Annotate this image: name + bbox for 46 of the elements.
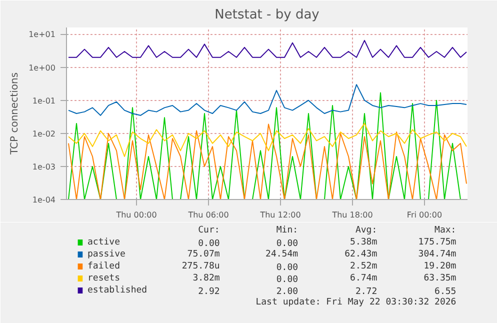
text: Max: [434, 226, 456, 236]
text: 2.52m [350, 262, 378, 272]
y-tick-label: 1e-01 [32, 96, 56, 106]
text: 6.55 [434, 287, 456, 297]
text: 175.75m [418, 238, 456, 248]
y-tick-label: 1e-03 [32, 162, 56, 172]
text: 3.82m [192, 274, 220, 284]
y-tick-label: 1e-04 [32, 196, 56, 204]
text: 304.74m [418, 250, 456, 260]
legend-label: active [87, 238, 120, 248]
line-series [68, 40, 467, 58]
x-tick-label: Thu 00:00 [115, 210, 157, 220]
y-tick-label: 1e+01 [28, 30, 56, 40]
text: 0.00 [276, 239, 298, 249]
line-series [68, 84, 467, 116]
chart-title: Netstat - by day [214, 8, 320, 22]
text: 62.43m [344, 250, 378, 260]
line-series [68, 122, 467, 157]
text: 0.00 [198, 239, 220, 249]
text: 24.54m [266, 250, 298, 260]
legend-label: failed [87, 262, 120, 272]
text: 6.74m [350, 274, 378, 284]
text: 275.78u [182, 262, 220, 272]
text: Last update: Fri May 22 03:30:32 2026 [256, 298, 456, 308]
y-tick-label: 1e+00 [28, 63, 56, 72]
text: 63.35m [424, 274, 456, 284]
y-tick-label: 1e-02 [32, 129, 56, 138]
text: 0.00 [276, 275, 298, 285]
x-tick-label: Fri 00:00 [406, 210, 442, 220]
x-tick-label: Thu 12:00 [259, 210, 301, 220]
text: Cur: [198, 226, 220, 236]
text: 5.38m [350, 238, 378, 248]
legend-label: established [87, 286, 148, 296]
x-tick-label: Thu 06:00 [187, 210, 229, 220]
text: Avg: [355, 226, 378, 236]
text: 2.72 [355, 287, 378, 297]
text: 2.92 [198, 287, 220, 297]
text: 0.00 [276, 263, 298, 273]
text: 75.07m [187, 250, 220, 260]
y-axis-title: TCP connections [10, 72, 21, 156]
text: 2.00 [276, 287, 298, 297]
text: Min: [276, 226, 298, 236]
legend-label: passive [87, 250, 126, 260]
legend-label: resets [87, 274, 120, 284]
x-tick-label: Thu 18:00 [331, 210, 373, 220]
text: 19.20m [424, 262, 456, 272]
